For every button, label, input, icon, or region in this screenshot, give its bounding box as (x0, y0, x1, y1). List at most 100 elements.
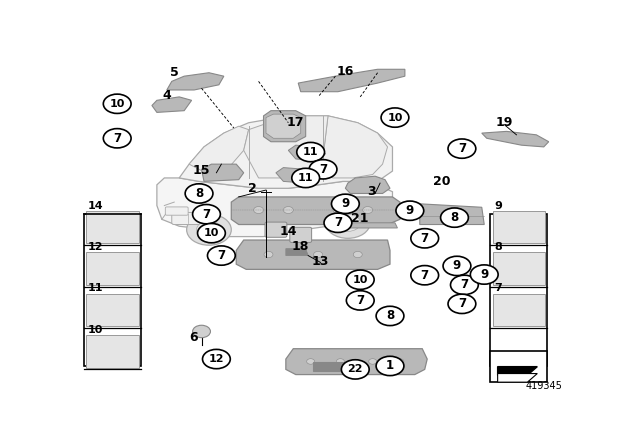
Polygon shape (346, 223, 397, 228)
Text: 9: 9 (494, 201, 502, 211)
Text: 21: 21 (351, 212, 369, 225)
Circle shape (202, 349, 230, 369)
Polygon shape (420, 204, 484, 224)
Circle shape (207, 246, 236, 265)
Text: 17: 17 (287, 116, 305, 129)
Circle shape (346, 291, 374, 310)
Circle shape (103, 94, 131, 113)
Circle shape (411, 266, 438, 285)
Text: 8: 8 (451, 211, 459, 224)
Polygon shape (498, 374, 538, 382)
Text: 5: 5 (170, 66, 179, 79)
FancyBboxPatch shape (86, 252, 138, 285)
Polygon shape (276, 168, 313, 183)
FancyBboxPatch shape (493, 211, 545, 244)
Text: 7: 7 (460, 278, 468, 291)
Polygon shape (313, 362, 350, 371)
Text: 20: 20 (433, 175, 451, 188)
Circle shape (443, 256, 471, 276)
Text: 7: 7 (334, 216, 342, 229)
FancyBboxPatch shape (172, 212, 204, 224)
Circle shape (411, 228, 438, 248)
Text: 14: 14 (280, 225, 297, 238)
Text: 14: 14 (88, 201, 104, 211)
Polygon shape (266, 114, 301, 138)
FancyBboxPatch shape (290, 227, 312, 242)
Circle shape (381, 108, 409, 127)
Circle shape (346, 270, 374, 289)
Polygon shape (482, 131, 548, 147)
Text: 15: 15 (193, 164, 211, 177)
Text: 10: 10 (109, 99, 125, 109)
FancyBboxPatch shape (86, 211, 138, 244)
Polygon shape (157, 178, 392, 237)
Text: 9: 9 (341, 197, 349, 210)
Circle shape (396, 359, 404, 364)
Text: 8: 8 (386, 310, 394, 323)
Circle shape (187, 214, 231, 245)
Text: 9: 9 (406, 204, 414, 217)
Text: 1: 1 (386, 359, 394, 372)
Text: 3: 3 (367, 185, 376, 198)
Text: 16: 16 (337, 65, 354, 78)
Circle shape (341, 360, 369, 379)
Circle shape (193, 204, 220, 224)
Circle shape (333, 207, 343, 214)
Polygon shape (202, 164, 244, 181)
Polygon shape (244, 116, 328, 178)
Text: 18: 18 (292, 241, 309, 254)
Text: 7: 7 (420, 232, 429, 245)
Text: 7: 7 (420, 269, 429, 282)
Circle shape (284, 207, 293, 214)
Circle shape (307, 359, 315, 364)
Text: 10: 10 (387, 112, 403, 123)
Text: 11: 11 (88, 283, 104, 293)
Text: 9: 9 (480, 268, 488, 281)
Polygon shape (152, 97, 191, 112)
Polygon shape (298, 69, 405, 92)
Text: 19: 19 (495, 116, 513, 129)
Circle shape (324, 213, 352, 233)
Text: 9: 9 (453, 259, 461, 272)
Text: 7: 7 (494, 283, 502, 293)
Circle shape (376, 356, 404, 375)
Circle shape (297, 142, 324, 162)
FancyBboxPatch shape (490, 214, 547, 366)
FancyBboxPatch shape (490, 351, 547, 382)
Polygon shape (231, 197, 400, 224)
Circle shape (292, 168, 319, 188)
Circle shape (264, 251, 273, 258)
FancyBboxPatch shape (86, 293, 138, 326)
Polygon shape (179, 116, 392, 188)
Polygon shape (189, 126, 249, 174)
Text: 12: 12 (209, 354, 224, 364)
Polygon shape (498, 366, 538, 375)
Text: 8: 8 (494, 242, 502, 252)
Text: 7: 7 (319, 163, 327, 176)
Text: 2: 2 (248, 182, 257, 195)
Circle shape (396, 201, 424, 220)
FancyBboxPatch shape (493, 293, 545, 326)
FancyBboxPatch shape (265, 222, 287, 237)
Circle shape (440, 208, 468, 227)
Text: 11: 11 (298, 173, 314, 183)
Circle shape (326, 207, 370, 238)
Circle shape (196, 221, 221, 238)
Circle shape (103, 129, 131, 148)
Polygon shape (167, 73, 224, 90)
Circle shape (335, 214, 360, 232)
FancyBboxPatch shape (84, 214, 141, 366)
Polygon shape (288, 145, 326, 161)
Circle shape (363, 207, 372, 214)
Text: 7: 7 (458, 142, 466, 155)
Circle shape (332, 194, 359, 214)
Text: 419345: 419345 (525, 381, 562, 391)
FancyBboxPatch shape (493, 252, 545, 285)
Text: 22: 22 (348, 364, 363, 375)
Polygon shape (323, 116, 388, 178)
Text: 10: 10 (353, 275, 368, 285)
Circle shape (185, 184, 213, 203)
Text: 7: 7 (113, 132, 121, 145)
Polygon shape (346, 176, 390, 194)
Circle shape (314, 251, 323, 258)
